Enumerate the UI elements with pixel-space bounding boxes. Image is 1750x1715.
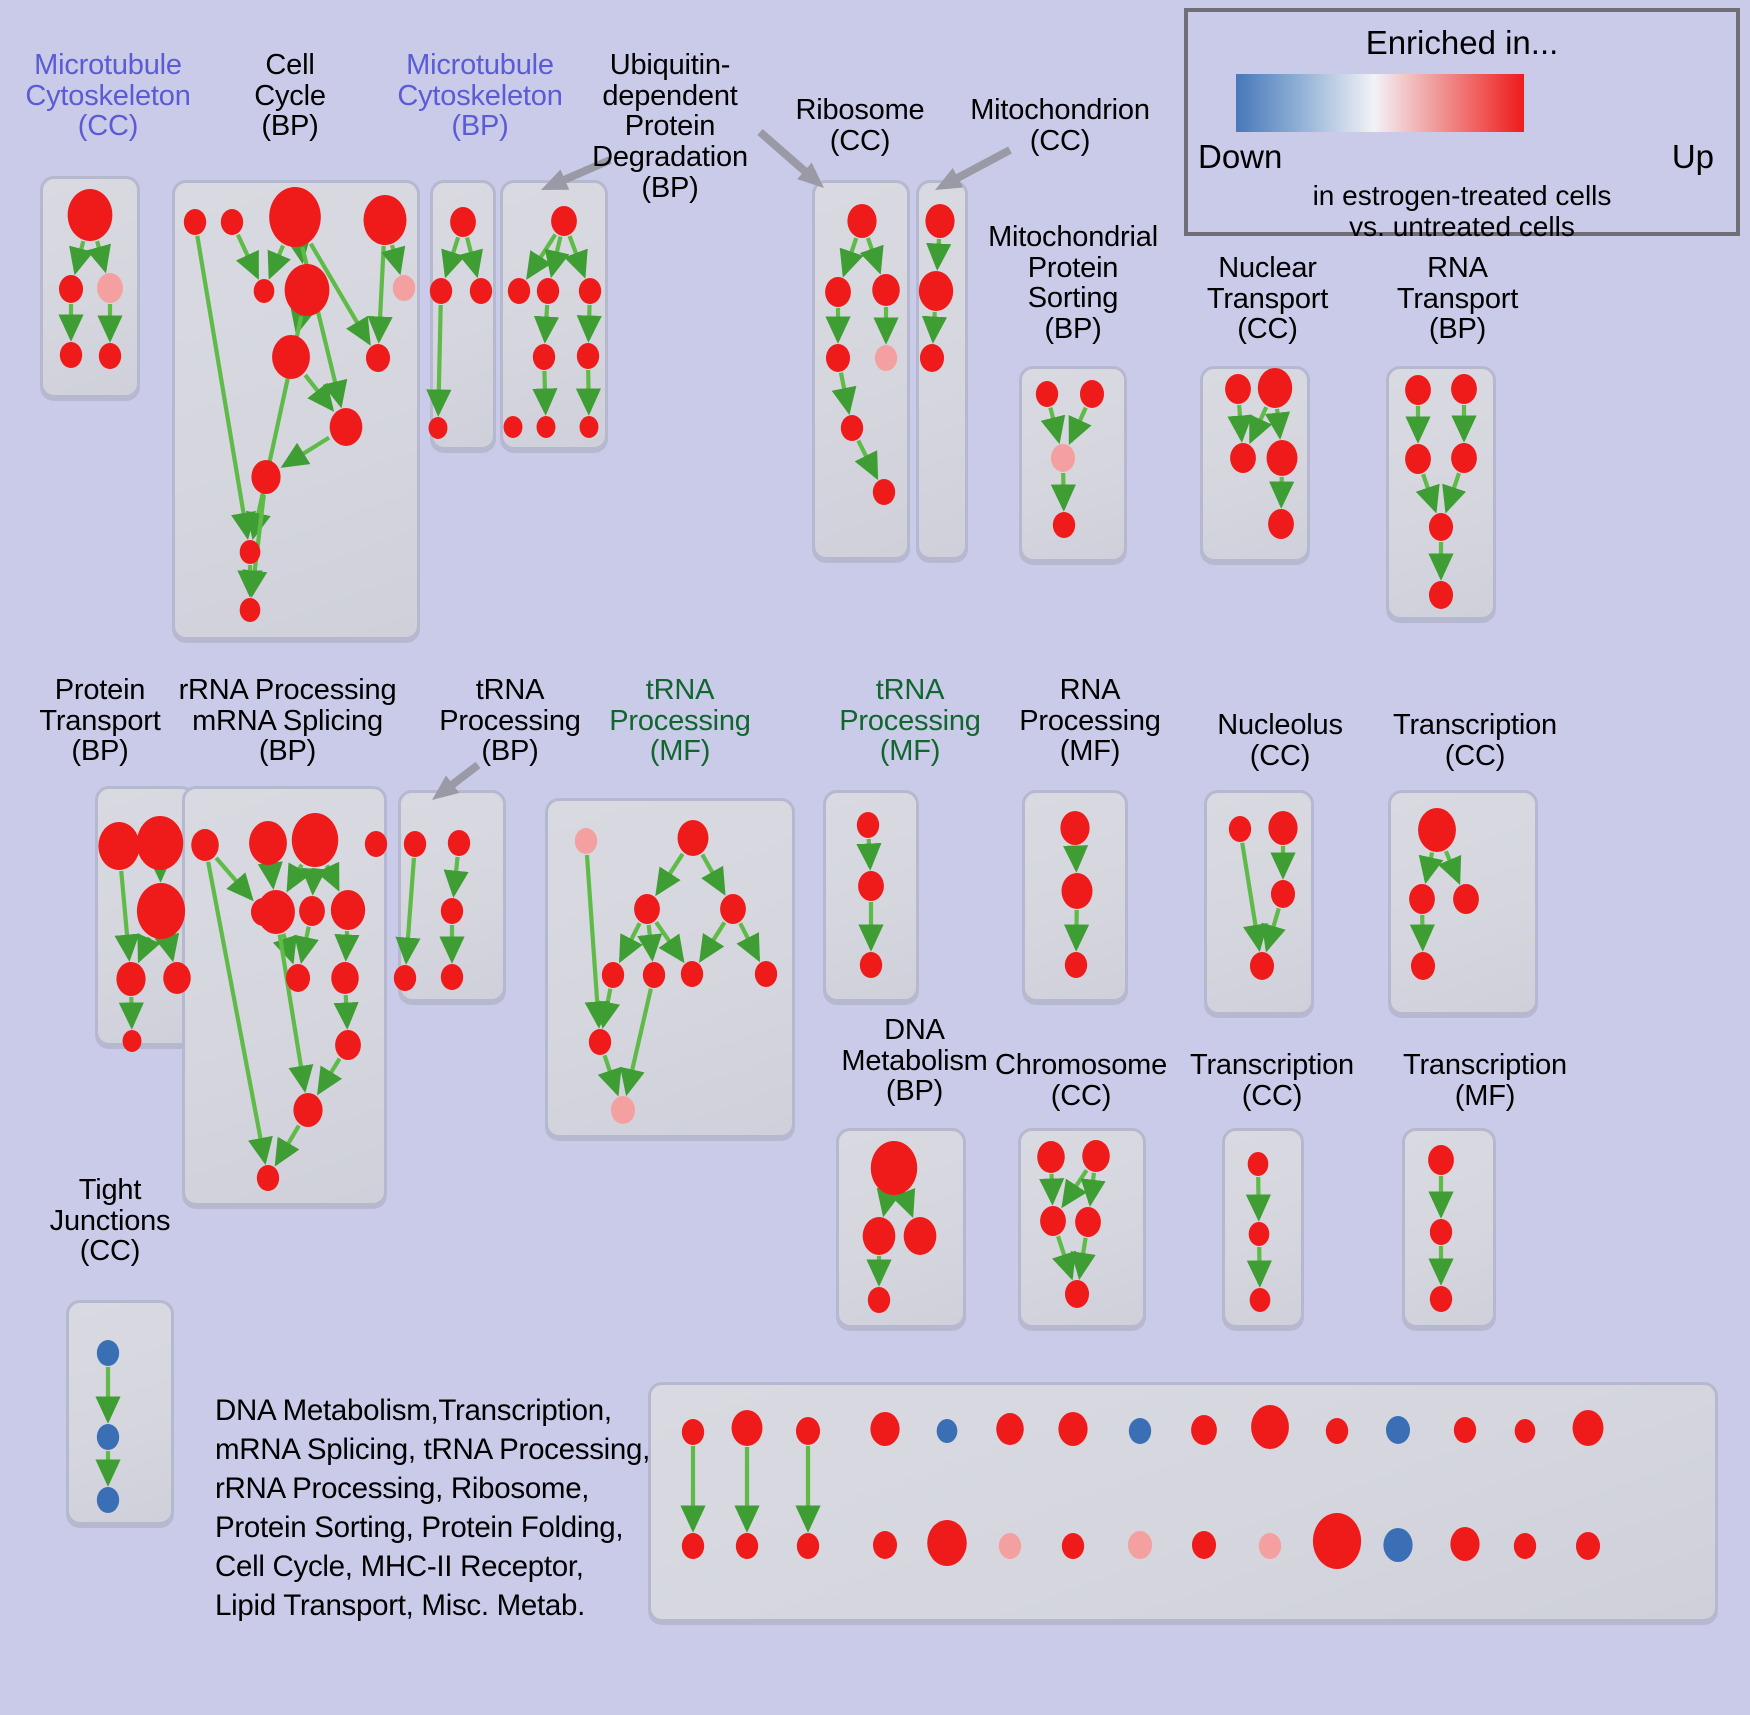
cluster-label-microtubule-cytoskeleton-bp: Microtubule Cytoskeleton (BP) [397, 49, 563, 143]
cluster-label-nucleolus-cc: Nucleolus (CC) [1217, 709, 1343, 772]
cluster-box-trna-processing-mf-large[interactable] [545, 798, 795, 1138]
cluster-label-trna-processing-mf-small: tRNA Processing (MF) [839, 674, 981, 768]
cluster-box-trna-processing-bp[interactable] [398, 790, 506, 1002]
legend-caption: in estrogen-treated cells vs. untreated … [1312, 180, 1612, 243]
cluster-box-microtubule-cytoskeleton-bp[interactable] [430, 180, 496, 450]
cluster-label-microtubule-cytoskeleton-cc: Microtubule Cytoskeleton (CC) [25, 49, 191, 143]
cluster-box-chromosome-cc[interactable] [1018, 1128, 1146, 1328]
cluster-label-protein-transport-bp: Protein Transport (BP) [39, 674, 161, 768]
cluster-label-transcription-cc-mid: Transcription (CC) [1393, 709, 1557, 772]
cluster-box-tight-junctions-cc[interactable] [66, 1300, 174, 1525]
cluster-label-chromosome-cc: Chromosome (CC) [994, 1049, 1168, 1112]
cluster-label-rna-transport-bp: RNA Transport (BP) [1396, 252, 1519, 346]
cluster-box-ubiquitin-protein-degradation-bp[interactable] [500, 180, 608, 450]
cluster-label-trna-processing-mf-large: tRNA Processing (MF) [609, 674, 751, 768]
cluster-box-mitochondrion-cc[interactable] [916, 180, 968, 560]
cluster-label-cell-cycle-bp: Cell Cycle (BP) [254, 49, 326, 143]
cluster-box-trna-processing-mf-small[interactable] [823, 790, 919, 1002]
cluster-label-tight-junctions-cc: Tight Junctions (CC) [49, 1174, 171, 1268]
cluster-label-mitochondrion-cc: Mitochondrion (CC) [970, 94, 1150, 157]
cluster-box-transcription-cc-mid[interactable] [1388, 790, 1538, 1015]
cluster-label-rrna-mrna-splicing-bp: rRNA Processing mRNA Splicing (BP) [178, 674, 397, 768]
legend-color-gradient-bar [1236, 74, 1524, 132]
cluster-box-mitochondrial-protein-sorting-bp[interactable] [1019, 366, 1127, 562]
cluster-box-rna-processing-mf[interactable] [1022, 790, 1128, 1002]
cluster-box-rrna-mrna-splicing-bp[interactable] [182, 786, 387, 1206]
cluster-box-microtubule-cytoskeleton-cc[interactable] [40, 176, 140, 398]
cluster-label-ubiquitin-protein-degradation-bp: Ubiquitin- dependent Protein Degradation… [592, 49, 748, 204]
legend-up-label: Up [1671, 138, 1714, 175]
cluster-box-dna-metabolism-bp[interactable] [836, 1128, 966, 1328]
cluster-label-dna-metabolism-bp: DNA Metabolism (BP) [841, 1014, 988, 1108]
cluster-box-transcription-mf[interactable] [1402, 1128, 1496, 1328]
cluster-box-transcription-cc-low[interactable] [1222, 1128, 1304, 1328]
cluster-label-transcription-cc-low: Transcription (CC) [1190, 1049, 1354, 1112]
cluster-box-ribosome-cc[interactable] [812, 180, 910, 560]
cluster-box-rna-transport-bp[interactable] [1386, 366, 1496, 620]
cluster-label-nuclear-transport-cc: Nuclear Transport (CC) [1206, 252, 1329, 346]
cluster-label-mitochondrial-protein-sorting-bp: Mitochondrial Protein Sorting (BP) [988, 221, 1158, 346]
cluster-label-rna-processing-mf: RNA Processing (MF) [1019, 674, 1161, 768]
cluster-box-misc-cluster[interactable] [648, 1382, 1718, 1622]
cluster-box-protein-transport-bp[interactable] [95, 786, 195, 1046]
cluster-box-nuclear-transport-cc[interactable] [1200, 366, 1310, 562]
legend-title: Enriched in... [1365, 24, 1559, 61]
legend-down-label: Down [1198, 138, 1283, 175]
cluster-label-trna-processing-bp: tRNA Processing (BP) [439, 674, 581, 768]
combined-categories-text: DNA Metabolism,Transcription, mRNA Splic… [215, 1394, 651, 1622]
cluster-box-cell-cycle-bp[interactable] [172, 180, 420, 640]
legend-panel: Enriched in... Down Up in estrogen-treat… [1184, 8, 1740, 242]
cluster-label-transcription-mf: Transcription (MF) [1403, 1049, 1567, 1112]
cluster-box-nucleolus-cc[interactable] [1204, 790, 1314, 1015]
cluster-label-ribosome-cc: Ribosome (CC) [795, 94, 925, 157]
